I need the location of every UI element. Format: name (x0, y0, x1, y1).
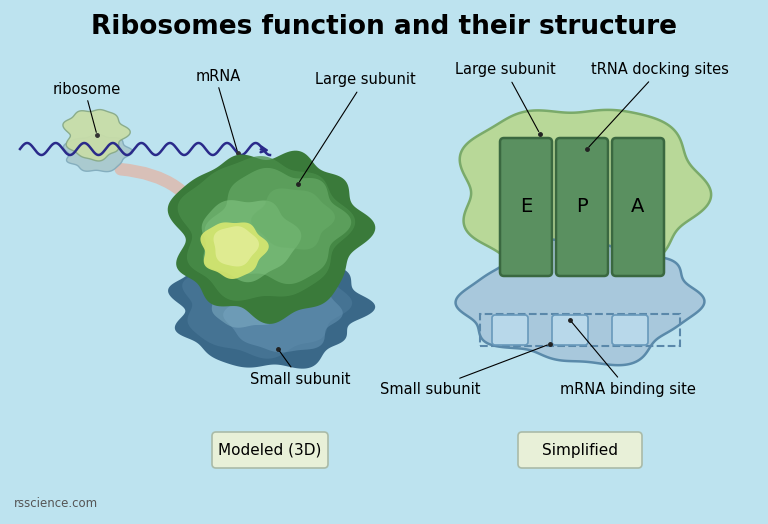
FancyArrowPatch shape (121, 169, 207, 228)
Polygon shape (202, 200, 301, 282)
Polygon shape (167, 151, 376, 324)
Polygon shape (168, 249, 375, 369)
FancyBboxPatch shape (612, 315, 648, 345)
FancyBboxPatch shape (492, 315, 528, 345)
FancyBboxPatch shape (212, 432, 328, 468)
Polygon shape (223, 276, 343, 353)
Polygon shape (460, 110, 711, 292)
FancyBboxPatch shape (556, 138, 608, 276)
Text: Modeled (3D): Modeled (3D) (218, 442, 322, 457)
Text: Small subunit: Small subunit (379, 345, 548, 397)
Polygon shape (455, 239, 704, 365)
Text: Large subunit: Large subunit (300, 72, 415, 182)
Text: ribosome: ribosome (53, 82, 121, 97)
FancyBboxPatch shape (500, 138, 552, 276)
Text: rsscience.com: rsscience.com (14, 497, 98, 510)
Text: A: A (631, 198, 644, 216)
Text: mRNA: mRNA (195, 69, 240, 84)
Text: tRNA docking sites: tRNA docking sites (589, 62, 729, 147)
Polygon shape (251, 189, 335, 249)
Polygon shape (200, 222, 269, 279)
Polygon shape (205, 168, 351, 284)
Polygon shape (207, 270, 293, 328)
Text: E: E (520, 198, 532, 216)
FancyBboxPatch shape (552, 315, 588, 345)
Polygon shape (64, 134, 133, 172)
FancyBboxPatch shape (518, 432, 642, 468)
Text: P: P (576, 198, 588, 216)
Text: Ribosomes function and their structure: Ribosomes function and their structure (91, 14, 677, 40)
Polygon shape (214, 226, 259, 267)
Text: Simplified: Simplified (542, 442, 618, 457)
FancyBboxPatch shape (612, 138, 664, 276)
Polygon shape (63, 110, 131, 161)
Text: mRNA binding site: mRNA binding site (560, 322, 696, 397)
Bar (480, 314, 680, 346)
Text: Large subunit: Large subunit (455, 62, 555, 132)
Polygon shape (177, 156, 355, 301)
Polygon shape (182, 255, 353, 358)
Text: Small subunit: Small subunit (250, 351, 350, 387)
